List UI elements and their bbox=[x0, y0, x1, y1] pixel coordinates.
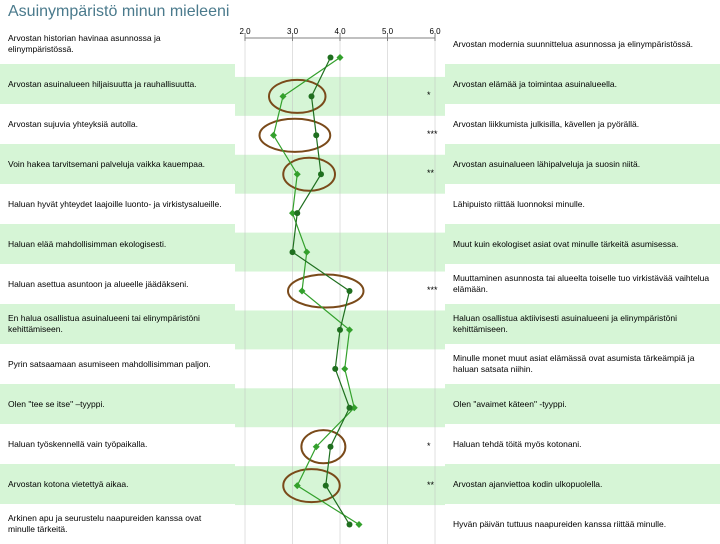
significance-marker: ** bbox=[427, 480, 434, 490]
right-statements: Arvostan modernia suunnittelua asunnossa… bbox=[445, 24, 720, 544]
right-statement: Olen "avaimet käteen" -tyyppi. bbox=[445, 384, 720, 424]
left-statement: Voin hakea tarvitsemani palveluja vaikka… bbox=[0, 144, 235, 184]
left-statement: Arkinen apu ja seurustelu naapureiden ka… bbox=[0, 504, 235, 544]
left-statement: Haluan elää mahdollisimman ekologisesti. bbox=[0, 224, 235, 264]
right-statement: Arvostan asuinalueen lähipalveluja ja su… bbox=[445, 144, 720, 184]
root: Asuinympäristö minun mieleeni Arvostan h… bbox=[0, 0, 720, 540]
significance-marker: ** bbox=[427, 168, 434, 178]
right-statement: Arvostan ajanviettoa kodin ulkopuolella. bbox=[445, 464, 720, 504]
left-statement: Olen "tee se itse" –tyyppi. bbox=[0, 384, 235, 424]
content: Arvostan historian havinaa asunnossa ja … bbox=[0, 24, 720, 544]
right-statement: Lähipuisto riittää luonnoksi minulle. bbox=[445, 184, 720, 224]
left-statement: Arvostan historian havinaa asunnossa ja … bbox=[0, 24, 235, 64]
significance-marker: *** bbox=[427, 129, 438, 139]
left-statement: En halua osallistua asuinalueeni tai eli… bbox=[0, 304, 235, 344]
left-statement: Arvostan asuinalueen hiljaisuutta ja rau… bbox=[0, 64, 235, 104]
left-statement: Haluan hyvät yhteydet laajoille luonto- … bbox=[0, 184, 235, 224]
right-statement: Haluan osallistua aktiivisesti asuinalue… bbox=[445, 304, 720, 344]
right-statement: Arvostan elämää ja toimintaa asuinalueel… bbox=[445, 64, 720, 104]
significance-marker: * bbox=[427, 441, 431, 451]
right-statement: Hyvän päivän tuttuus naapureiden kanssa … bbox=[445, 504, 720, 544]
left-statement: Haluan asettua asuntoon ja alueelle jääd… bbox=[0, 264, 235, 304]
right-statement: Arvostan modernia suunnittelua asunnossa… bbox=[445, 24, 720, 64]
svg-text:6,0: 6,0 bbox=[429, 27, 441, 36]
significance-marker: * bbox=[427, 90, 431, 100]
left-statement: Haluan työskennellä vain työpaikalla. bbox=[0, 424, 235, 464]
left-statement: Pyrin satsaamaan asumiseen mahdollisimma… bbox=[0, 344, 235, 384]
profile-chart: 2,03,04,05,06,0************ bbox=[235, 24, 445, 544]
svg-text:5,0: 5,0 bbox=[382, 27, 394, 36]
chart-svg: 2,0 3,0 4,0 5,0 6,0 bbox=[235, 24, 445, 544]
right-statement: Minulle monet muut asiat elämässä ovat a… bbox=[445, 344, 720, 384]
page-title: Asuinympäristö minun mieleeni bbox=[0, 0, 720, 24]
svg-text:4,0: 4,0 bbox=[334, 27, 346, 36]
right-statement: Muut kuin ekologiset asiat ovat minulle … bbox=[445, 224, 720, 264]
right-statement: Muuttaminen asunnosta tai alueelta toise… bbox=[445, 264, 720, 304]
svg-text:2,0: 2,0 bbox=[239, 27, 251, 36]
left-statement: Arvostan sujuvia yhteyksiä autolla. bbox=[0, 104, 235, 144]
left-statement: Arvostan kotona vietettyä aikaa. bbox=[0, 464, 235, 504]
significance-marker: *** bbox=[427, 285, 438, 295]
right-statement: Haluan tehdä töitä myös kotonani. bbox=[445, 424, 720, 464]
right-statement: Arvostan liikkumista julkisilla, kävelle… bbox=[445, 104, 720, 144]
svg-text:3,0: 3,0 bbox=[287, 27, 299, 36]
left-statements: Arvostan historian havinaa asunnossa ja … bbox=[0, 24, 235, 544]
